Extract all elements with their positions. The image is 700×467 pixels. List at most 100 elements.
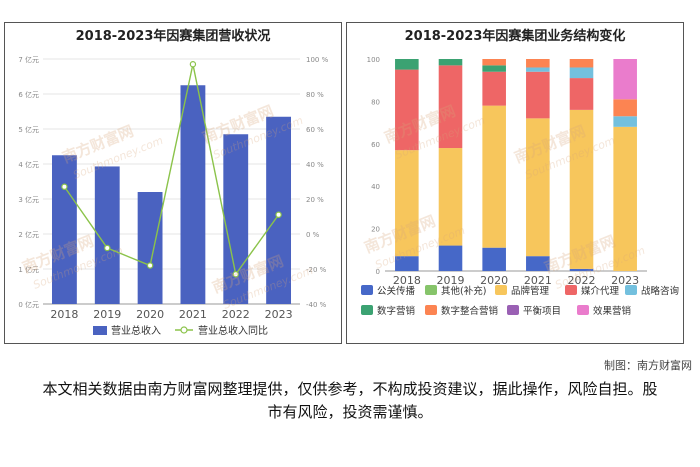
y-left-tick-label: 0 亿元 [18,300,39,309]
x-tick-label: 2019 [93,308,121,321]
legend-label: 数字整合营销 [441,305,499,317]
stack-segment [569,109,594,269]
growth-point [61,183,68,190]
stack-segment [569,67,594,79]
stack-segment [526,256,550,271]
legend-swatch [425,305,437,315]
legend-swatch [577,305,589,315]
chart-credit: 制图：南方财富网 [604,359,692,372]
legend-label: 数字营销 [377,305,416,317]
legend-label-growth: 营业总收入同比 [198,324,268,337]
legend-swatch [625,285,637,295]
y-left-tick-label: 5 亿元 [18,125,39,134]
x-tick-label: 2021 [179,308,207,321]
y-right-tick-label: -40 % [306,301,327,309]
stack-segment [395,256,419,271]
y-right-tick-label: 20 % [306,196,324,204]
stack-segment [395,59,419,70]
legend-swatch-growth-point [180,326,188,334]
stack-segment [395,69,419,151]
stack-segment [438,245,463,271]
stack-segment [569,268,594,271]
legend-swatch [507,305,519,315]
x-tick-label: 2020 [136,308,164,321]
stack-segment [526,118,550,257]
y-tick-label: 20 [371,226,380,234]
growth-line [63,64,280,276]
x-tick-label: 2023 [611,274,639,287]
stack-segment [613,59,637,100]
stack-segment [526,71,550,119]
growth-point [104,244,111,252]
stack-segment [613,126,637,271]
revenue-chart: 0 亿元 1 亿元 2 亿元 3 亿元 4 亿元 5 亿元 6 亿元 7 亿元 -40 % -20… [18,55,329,337]
y-tick-label: 80 [371,98,380,106]
y-left-tick-label: 7 亿元 [18,55,39,64]
y-tick-label: 60 [371,141,380,149]
legend-swatch [565,285,577,295]
structure-chart: 0 20 40 60 80 100 2018 2019 2020 2021 2022 2023 公关传播… [361,56,679,317]
revenue-chart-title: 2018-2023年因赛集团营收状况 [75,29,271,44]
x-tick-label: 2022 [568,274,596,287]
x-tick-label: 2023 [265,308,293,321]
legend-label: 战略咨询 [641,285,679,297]
legend-swatch [495,285,507,295]
growth-point [189,61,197,68]
growth-point [146,262,154,269]
y-right-tick-label: 100 % [306,56,329,64]
x-tick-label: 2020 [480,274,508,287]
y-left-tick-label: 3 亿元 [18,195,39,204]
stack-segment [482,71,506,106]
stack-segment [438,65,463,149]
x-tick-label: 2018 [50,308,78,321]
stack-segment [482,59,506,66]
y-tick-label: 100 [367,56,380,64]
growth-point [232,271,239,278]
structure-chart-panel: 2018-2023年因赛集团业务结构变化 0 20 40 60 80 100 2018 201… [346,22,684,344]
legend-label-revenue: 营业总收入 [111,324,161,337]
stack-segment [438,148,463,246]
y-right-tick-label: 0 % [306,231,320,239]
y-right-tick-label: 80 % [306,91,324,99]
x-tick-label: 2022 [222,308,250,321]
legend-swatch-revenue [93,326,107,335]
x-tick-label: 2018 [393,274,421,287]
stack-segment [482,247,506,271]
revenue-chart-panel: 2018-2023年因赛集团营收状况 0 亿元 1 亿元 2 亿元 3 亿元 4 亿元 5… [4,22,342,344]
revenue-bar [137,192,163,304]
y-right-tick-label: 60 % [306,126,324,134]
legend-label: 公关传播 [377,285,416,297]
revenue-bar [51,155,77,304]
stack-segment [526,59,550,68]
legend-swatch [361,285,373,295]
revenue-bar [180,85,206,304]
legend-swatch [361,305,373,315]
stack-segment [569,59,594,68]
y-left-tick-label: 4 亿元 [18,160,39,169]
y-left-tick-label: 2 亿元 [18,230,39,239]
stack-segment [613,116,637,127]
legend-label: 效果营销 [593,305,632,317]
stack-segment [438,59,463,66]
structure-chart-title: 2018-2023年因赛集团业务结构变化 [404,29,626,44]
legend-label: 媒介代理 [581,285,620,297]
x-tick-label: 2019 [437,274,465,287]
legend-label: 其他(补充) [441,285,486,297]
stack-segment [613,99,637,117]
revenue-bar [266,116,292,304]
y-right-tick-label: -20 % [306,266,327,274]
legend-label: 品牌管理 [511,285,550,297]
y-left-tick-label: 6 亿元 [18,90,39,99]
y-tick-label: 40 [371,183,380,191]
growth-point [275,211,282,218]
legend-label: 平衡项目 [523,305,561,317]
y-tick-label: 0 [376,268,380,276]
stack-segment [526,67,550,72]
legend-swatch [425,285,437,295]
stack-segment [482,105,506,248]
stack-segment [395,150,419,257]
y-right-tick-label: 40 % [306,161,324,169]
y-left-tick-label: 1 亿元 [18,265,39,274]
stack-segment [569,78,594,110]
stack-segment [482,65,506,72]
